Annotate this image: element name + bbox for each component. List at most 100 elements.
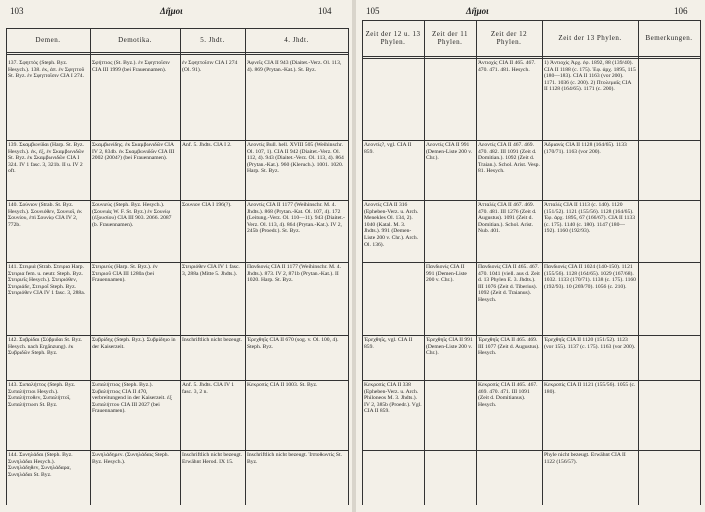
table-cell: ἐν Σφηττοῖσιν CIA I 274 (Ol. 91). xyxy=(182,60,238,73)
table-cell: Inschriftlich nicht bezeugt. Ἱπποθωντίς … xyxy=(247,452,342,465)
column-header: Zeit der 13 Phylen. xyxy=(558,34,622,42)
column-header: 4. Jhdt. xyxy=(284,36,309,44)
table-cell xyxy=(638,200,700,262)
table-cell xyxy=(638,335,700,380)
column-header: Zeit der 12 u. 13 Phylen. xyxy=(365,30,421,46)
table-cell: Anf. 5. Jhdts. CIA I 2. xyxy=(182,142,232,148)
table-cell xyxy=(476,450,542,505)
table-cell: Πανδιονίς CIA II 991 (Demen-Liste 200 v.… xyxy=(426,264,467,284)
table-cell xyxy=(638,58,700,140)
table-cell: Anf. 5. Jhdts. CIA IV 1 fasc. 3, 2 n. xyxy=(182,382,235,395)
table-cell xyxy=(362,262,424,335)
rule xyxy=(362,20,700,21)
rule xyxy=(362,140,700,141)
table-cell: Ἀτταλίς CIA II 467. 469. 470. 481. III 1… xyxy=(478,202,537,235)
table-cell: Κεκροπίς CIA II 1003. St. Byz. xyxy=(247,382,318,388)
table-cell: 141. Στειριά (Strab. Στειρια Harp. Στειρ… xyxy=(8,264,86,297)
rule xyxy=(362,380,700,381)
table-cell xyxy=(424,200,476,262)
rule xyxy=(6,140,348,141)
table-cell xyxy=(424,380,476,450)
rule xyxy=(6,52,348,53)
rule xyxy=(6,54,348,55)
table-cell: Ἐρεχθηΐς CIA II 1120 (151/52). 1123 (vor… xyxy=(544,337,636,350)
rule xyxy=(362,56,700,57)
left-page: 103 Δῆμοι 104 Demen. Demotika. 5. Jhdt. 4. … xyxy=(0,0,352,512)
column-header: 5. Jhdt. xyxy=(200,36,225,44)
table-cell: Κεκροπίς CIA II 1121 (155/56). 1055 (c. … xyxy=(544,382,636,395)
table-cell: Λεοντίς CIA II 991 (Demen-Liste 200 v. C… xyxy=(426,142,473,162)
table-cell: Ἐρεχθηΐς CIA II 465. 469. III 1077 (Zeit… xyxy=(478,337,540,357)
rule xyxy=(362,58,700,59)
table-cell xyxy=(638,450,700,505)
rule xyxy=(6,28,7,505)
rule xyxy=(90,28,91,505)
column-header: Demen. xyxy=(35,36,61,44)
table-cell: Πανδιονίς CIA II 465. 467. 470. 1041 (vi… xyxy=(478,264,540,303)
rule xyxy=(6,380,348,381)
right-page: 105 Δῆμοι 106 Zeit der 12 u. 13 Phylen. Z… xyxy=(356,0,705,512)
table-cell: Λεοντίς CIA II 467. 469. 470. 482. III 1… xyxy=(478,142,540,175)
table-cell: 140. Σούνιον (Strab. St. Byz. Hesych.). … xyxy=(8,202,82,228)
rule xyxy=(6,262,348,263)
table-cell: 144. Συνηλάδαι (Steph. Byz. Συνηλάδαι He… xyxy=(8,452,73,478)
table-cell: Πανδιονίς CIA II 1177 (Weihinschr. M. 4.… xyxy=(247,264,341,284)
table-cell: Συπαλήττιος (Steph. Byz.). Συβαλήττιος C… xyxy=(92,382,172,415)
table-cell: Λεοντίς CIA II 1177 (Weihinschr. M. 4. J… xyxy=(247,202,345,235)
table-cell xyxy=(424,450,476,505)
table-cell: Συβρίδης (Steph. Byz.). Συβρίδηιο in der… xyxy=(92,337,176,350)
page-number: 105 xyxy=(366,6,380,16)
rule xyxy=(6,450,348,451)
table-cell: 137. Σφηττός (Steph. Byz. Hesych.). 138.… xyxy=(8,60,85,80)
table-cell: Λεοντίς CIA II 316 (Epheben-Verz. u. Arc… xyxy=(364,202,419,248)
table-cell: Ἀδριανίς CIA II 1128 (164/65). 1133 (170… xyxy=(544,142,627,155)
rule xyxy=(362,200,700,201)
table-cell xyxy=(362,450,424,505)
table-cell: Ἀφνεῖς CIA II 943 (Diaitet.-Verz. Ol. 11… xyxy=(247,60,342,73)
table-cell: Πανδιονίς CIA II 1024 (140-150). 1121 (1… xyxy=(544,264,636,290)
page-number: 104 xyxy=(318,6,332,16)
table-cell: Στειριόθεν CIA IV 1 fasc. 3, 288a (Mitte… xyxy=(182,264,240,277)
table-cell: Ἀτταλίς CIA II 1113 (c. 140). 1120 (151/… xyxy=(544,202,636,235)
table-cell: Inschriftlich nicht bezeugt. Erwähnt Her… xyxy=(182,452,243,465)
table-cell: 142. Συβρίδαι (Σύβριδαι St. Byz. Hesych.… xyxy=(8,337,83,357)
rule xyxy=(6,200,348,201)
column-header: Demotika. xyxy=(118,36,152,44)
table-cell xyxy=(638,380,700,450)
table-cell: 139. Σκαμβωνίδαι (Harp. St. Byz. Hesych.… xyxy=(8,142,85,175)
column-header: Bemerkungen. xyxy=(645,34,693,42)
table-cell: Σουνιεύς (Steph. Byz. Hesych.). (Σουνιάς… xyxy=(92,202,172,228)
rule xyxy=(700,20,701,505)
rule xyxy=(180,28,181,505)
table-cell: Λεοντίς?, vgl. CIA II 859. xyxy=(364,142,412,155)
rule xyxy=(6,28,348,29)
table-cell: Στειριεύς (Harp. St. Byz.). ἐν Στειριοῦ … xyxy=(92,264,158,284)
table-cell: Ἐρεχθηΐς CIA II 991 (Demen-Liste 200 v. … xyxy=(426,337,473,357)
table-cell xyxy=(638,140,700,200)
table-cell xyxy=(638,262,700,335)
rule xyxy=(348,28,349,505)
table-cell: Phyle nicht bezeugt. Erwähnt CIA II 1122… xyxy=(544,452,626,465)
table-cell: 1) Ἀντιοχίς Ἀρχ. ἐφ. 1892, 88 (139/40). … xyxy=(544,60,636,93)
table-cell: Κεκροπίς CIA II 465. 467. 469. 470. 471.… xyxy=(478,382,538,408)
table-cell: Σκαμβωνίδης. ἐκ Σκαμβωνιδῶν CIA IV 2, 83… xyxy=(92,142,175,162)
table-cell: Συνηλάδηρεν. (Συνηλάδαις Steph. Byz. Hes… xyxy=(92,452,169,465)
table-cell xyxy=(424,58,476,140)
table-cell: Κεκροπίς CIA II 338 (Epheben-Verz. u. Ar… xyxy=(364,382,422,415)
table-cell: Σουνιον CIA I 196(?). xyxy=(182,202,232,208)
rule xyxy=(245,28,246,505)
table-cell xyxy=(362,58,424,140)
table-cell: Ἀντιοχίς CIA II 465. 467. 470. 471. 481.… xyxy=(478,60,536,73)
column-header: Zeit der 12 Phylen. xyxy=(490,30,528,46)
running-title: Δῆμοι xyxy=(466,6,489,16)
running-title: Δῆμοι xyxy=(160,6,183,16)
table-cell: Ἐρεχθηΐς CIA II 670 (sog. v. Ol. 100, 4)… xyxy=(247,337,339,350)
table-cell: Σφήττιος (St. Byz.). ἐν Σφηττοῖσιν CIA I… xyxy=(92,60,170,73)
page-number: 103 xyxy=(10,6,24,16)
rule xyxy=(6,335,348,336)
rule xyxy=(362,335,700,336)
rule xyxy=(362,262,700,263)
table-cell: Inschriftlich nicht bezeugt. xyxy=(182,337,243,343)
table-cell: 143. Συπαλήττος (Steph. Byz. Συπαλήττιοι… xyxy=(8,382,76,408)
